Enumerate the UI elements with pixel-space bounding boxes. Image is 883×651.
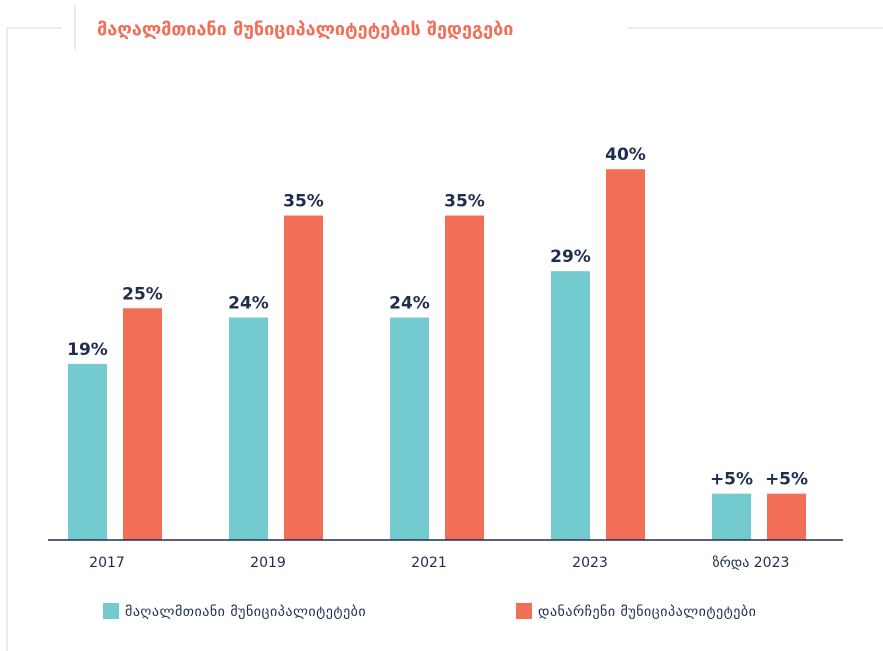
bar	[606, 169, 645, 540]
value-label: 40%	[605, 145, 646, 165]
chart-title: მაღალმთიანი მუნიციპალიტეტების შედეგები	[97, 19, 513, 40]
value-label: 29%	[550, 247, 591, 267]
x-tick-label: 2019	[250, 555, 286, 571]
x-tick-label: 2023	[572, 555, 608, 571]
legend-label: დანარჩენი მუნიციპალიტეტები	[538, 603, 756, 620]
x-tick-label: ზრდა 2023	[713, 554, 790, 571]
legend-swatch	[103, 603, 119, 619]
legend-swatch	[516, 603, 532, 619]
bar	[68, 363, 107, 540]
value-label: 35%	[444, 192, 485, 212]
value-label: 24%	[389, 294, 430, 314]
value-label: 24%	[228, 294, 269, 314]
bar	[445, 215, 484, 541]
legend-label: მაღალმთიანი მუნიციპალიტეტები	[125, 604, 366, 620]
bar	[123, 308, 162, 540]
bar	[284, 215, 323, 541]
value-label: +5%	[710, 470, 753, 490]
value-label: 25%	[122, 284, 163, 304]
value-label: +5%	[765, 470, 808, 490]
x-tick-label: 2021	[411, 555, 447, 571]
bar	[390, 317, 429, 540]
x-tick-label: 2017	[89, 555, 125, 571]
bar	[229, 317, 268, 540]
frame	[6, 5, 883, 651]
bar	[712, 493, 751, 540]
value-label: 35%	[283, 192, 324, 212]
value-label: 19%	[67, 340, 108, 360]
bar	[551, 271, 590, 540]
bar	[767, 493, 806, 540]
